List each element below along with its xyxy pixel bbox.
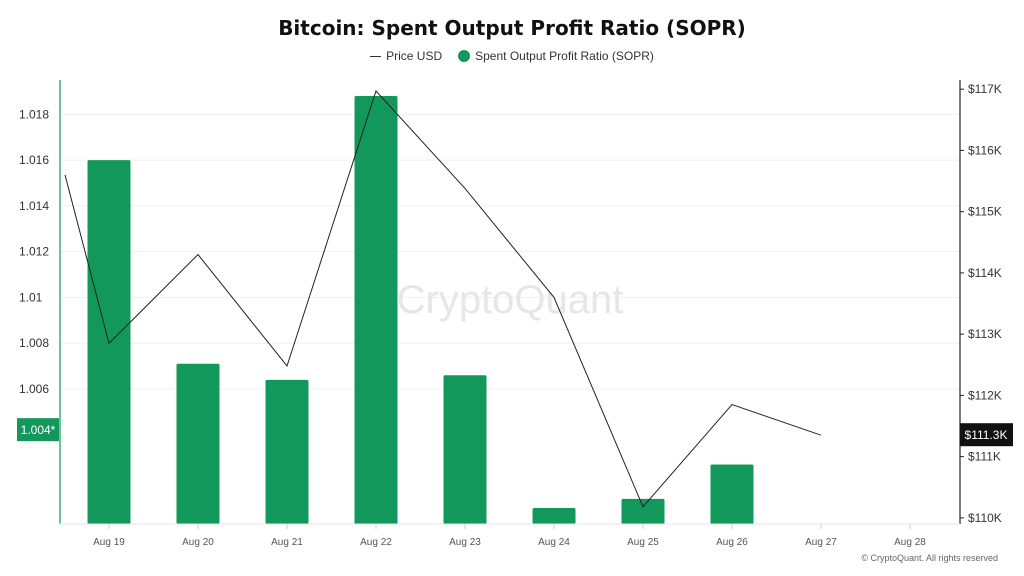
chart-title: Bitcoin: Spent Output Profit Ratio (SOPR… [278,16,746,40]
left-current-label: 1.004* [21,423,56,437]
legend-price[interactable]: Price USD [370,49,442,63]
left-tick-label: 1.018 [19,107,49,121]
left-axis-ticks: 1.006 1.008 1.01 1.012 1.014 1.016 1.018 [19,107,49,396]
right-tick-label: $112K [968,388,1002,402]
sopr-bar [443,375,487,524]
right-tick-label: $117K [968,82,1002,96]
legend: Price USD Spent Output Profit Ratio (SOP… [0,49,1024,63]
sopr-bar [710,464,754,524]
right-tick-label: $110K [968,511,1002,525]
price-line-path [64,90,822,508]
right-current-label: $111.3K [965,428,1008,442]
legend-sopr[interactable]: Spent Output Profit Ratio (SOPR) [458,49,654,63]
x-tick-label: Aug 25 [627,537,659,548]
dot-swatch-icon [458,50,471,62]
x-tick-label: Aug 21 [271,537,303,548]
right-tick-label: $114K [968,266,1002,280]
grid [60,113,960,390]
right-tick-label: $113K [968,327,1002,341]
right-tick-label: $116K [968,143,1002,157]
copyright-credit: © CryptoQuant. All rights reserved [861,553,998,563]
line-swatch-icon [370,55,382,57]
legend-price-label: Price USD [386,49,443,63]
left-tick-label: 1.016 [19,153,49,167]
x-axis-ticks: Aug 19 Aug 20 Aug 21 Aug 22 Aug 23 Aug 24 Aug … [93,524,926,548]
sopr-bar [532,507,576,524]
right-tick-label: $115K [968,205,1002,219]
right-tick-label: $111K [968,450,1001,464]
current-value-badges: 1.004* $111.3K [17,418,1013,447]
x-tick-label: Aug 19 [93,537,125,548]
x-tick-label: Aug 28 [894,537,926,548]
price-line [64,90,822,508]
left-tick-label: 1.008 [19,336,49,350]
right-axis-ticks: $110K $111K $112K $113K $114K $115K $116K $117K [960,82,1002,525]
left-tick-label: 1.01 [19,290,43,304]
watermark: CryptoQuant [397,278,624,322]
x-tick-label: Aug 26 [716,537,748,548]
right-current-badge [960,423,1013,447]
left-tick-label: 1.006 [19,382,49,396]
sopr-bar [265,379,309,524]
legend-sopr-label: Spent Output Profit Ratio (SOPR) [475,49,654,63]
axes [59,80,961,525]
sopr-bar [354,96,398,524]
sopr-bar [176,363,220,524]
sopr-bar [621,498,665,524]
x-tick-label: Aug 22 [360,537,392,548]
left-current-badge [17,418,59,442]
x-tick-label: Aug 23 [449,537,481,548]
x-tick-label: Aug 20 [182,537,214,548]
left-tick-label: 1.012 [19,245,49,259]
x-tick-label: Aug 24 [538,537,570,548]
left-tick-label: 1.014 [19,199,49,213]
sopr-bars [87,96,754,524]
x-tick-label: Aug 27 [805,537,837,548]
